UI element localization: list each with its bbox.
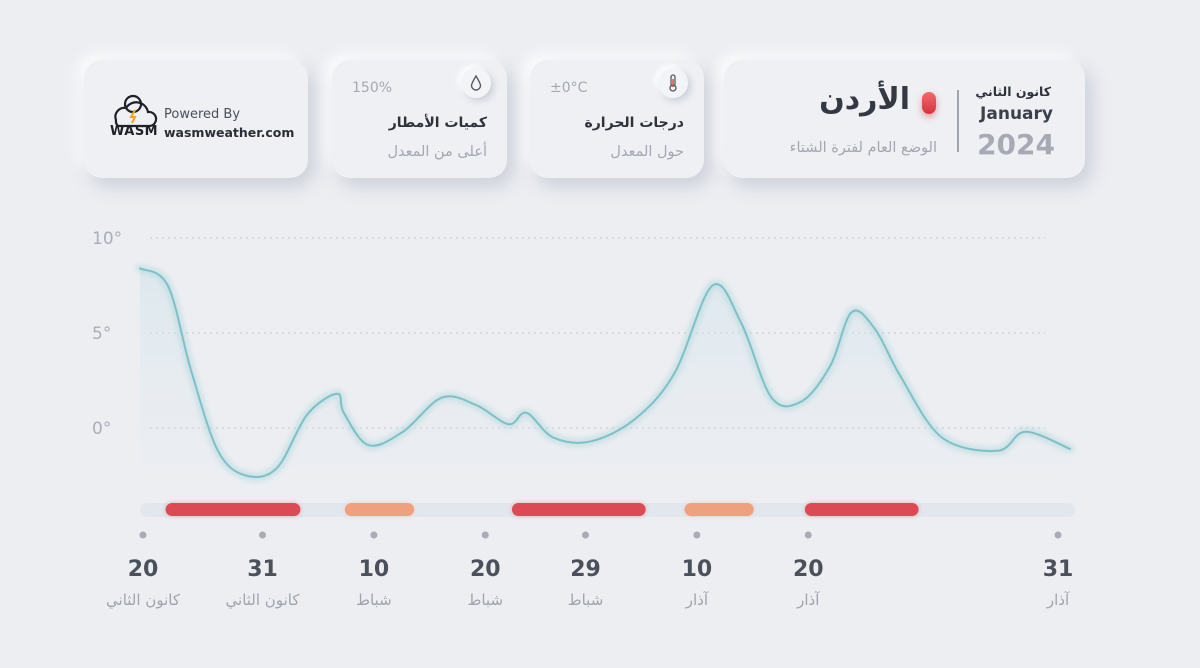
x-tick-month: آذار	[796, 591, 820, 609]
x-tick-day: 31	[247, 557, 278, 582]
y-axis: 10° 5° 0°	[92, 229, 122, 439]
x-tick-day: 10	[359, 557, 390, 582]
alert-segment	[684, 503, 754, 516]
x-tick-month: شباط	[568, 591, 604, 609]
x-tick-month: كانون الثاني	[226, 591, 301, 610]
x-tick-dot	[804, 531, 812, 539]
month-english: January	[980, 104, 1053, 124]
x-axis: 20 كانون الثاني 31 كانون الثاني 10 شباط 20 شباط…	[106, 531, 1074, 610]
site-link[interactable]: wasmweather.com	[164, 125, 295, 140]
drop-icon	[461, 68, 491, 98]
alert-segment	[512, 503, 646, 516]
rain-card: 150% كميات الأمطار أعلى من المعدل	[332, 60, 507, 178]
x-tick-dot	[370, 531, 378, 539]
x-tick-dot	[259, 531, 267, 539]
x-tick-dot	[1054, 531, 1062, 539]
y-tick-label: 5°	[92, 324, 111, 344]
temperature-card: ±0°C درجات الحرارة حول المعدل	[530, 60, 704, 178]
country-card: كانون الثاني January 2024 الأردن الوضع ا…	[724, 60, 1085, 178]
y-tick-label: 10°	[92, 229, 122, 249]
series-area	[140, 268, 1070, 478]
x-tick-day: 20	[470, 557, 501, 582]
x-tick-month: كانون الثاني	[106, 591, 181, 610]
header-divider	[957, 90, 959, 152]
x-tick-day: 29	[570, 557, 601, 582]
logo-text: WASM	[110, 124, 159, 139]
alert-segment	[165, 503, 301, 516]
brand-card: WASM Powered By wasmweather.com	[84, 60, 308, 178]
x-tick-month: شباط	[356, 591, 392, 609]
x-tick-month: آذار	[685, 591, 709, 609]
thermometer-icon	[658, 68, 688, 98]
temperature-value: ±0°C	[550, 80, 588, 96]
temperature-title: درجات الحرارة	[584, 115, 684, 131]
x-tick-dot	[582, 531, 590, 539]
x-tick-dot	[139, 531, 147, 539]
alert-indicator	[922, 92, 936, 114]
series-line	[139, 267, 1071, 479]
alert-segment	[344, 503, 414, 516]
country-title: الأردن	[819, 82, 910, 117]
country-subtitle: الوضع العام لفترة الشتاء	[789, 140, 937, 156]
cloud-sun-logo-icon	[114, 94, 158, 128]
series-layer	[135, 263, 1075, 482]
x-tick-dot	[481, 531, 489, 539]
rain-status: أعلى من المعدل	[387, 144, 487, 160]
rain-value: 150%	[352, 80, 393, 96]
x-tick-month: آذار	[1046, 591, 1070, 609]
year-label: 2024	[977, 128, 1055, 161]
x-tick-dot	[693, 531, 701, 539]
month-arabic: كانون الثاني	[975, 84, 1051, 99]
x-tick-day: 31	[1043, 557, 1074, 582]
x-tick-day: 20	[793, 557, 824, 582]
alert-segment	[804, 503, 919, 516]
rain-title: كميات الأمطار	[388, 115, 487, 131]
powered-by-label: Powered By	[164, 107, 241, 122]
alert-bar	[140, 503, 1075, 517]
x-tick-day: 20	[128, 557, 159, 582]
temperature-status: حول المعدل	[610, 144, 684, 160]
x-tick-day: 10	[682, 557, 713, 582]
x-tick-month: شباط	[467, 591, 503, 609]
y-tick-label: 0°	[92, 419, 111, 439]
